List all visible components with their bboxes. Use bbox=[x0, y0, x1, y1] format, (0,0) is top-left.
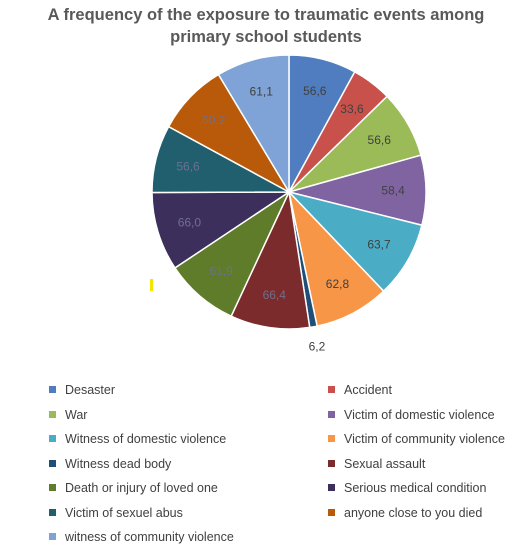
legend-label: Accident bbox=[344, 383, 392, 397]
chart-title-line-1: A frequency of the exposure to traumatic… bbox=[47, 6, 485, 24]
legend-label: Desaster bbox=[65, 383, 116, 397]
legend-item-7: Witness dead body bbox=[49, 456, 171, 472]
pie-value-label-2: 33,6 bbox=[340, 102, 364, 116]
pie-value-label-1: 56,6 bbox=[303, 84, 327, 98]
pie-value-label-8: 66,4 bbox=[263, 288, 287, 302]
pie-value-label-5: 63,7 bbox=[367, 237, 391, 251]
legend-item-6: Victim of community violence bbox=[328, 431, 505, 447]
legend-label: witness of community violence bbox=[65, 530, 234, 544]
pie-value-label-7: 6,2 bbox=[309, 339, 326, 353]
legend-swatch bbox=[49, 508, 56, 516]
legend-label: Witness of domestic violence bbox=[65, 432, 227, 446]
legend-label: War bbox=[65, 407, 88, 422]
legend-swatch bbox=[328, 386, 335, 394]
legend-item-3: War bbox=[49, 407, 87, 423]
legend-swatch bbox=[49, 484, 56, 492]
pie-value-label-10: 66,0 bbox=[178, 215, 202, 229]
legend-item-1: Desaster bbox=[49, 382, 115, 398]
legend-item-8: Sexual assault bbox=[328, 456, 425, 472]
legend-item-2: Accident bbox=[328, 382, 392, 398]
legend-label: Victim of sexuel abus bbox=[65, 505, 183, 520]
legend-swatch bbox=[49, 386, 56, 394]
chart-title-line-2: primary school students bbox=[170, 28, 362, 46]
legend-swatch bbox=[328, 435, 335, 443]
pie-value-label-11: 56,6 bbox=[176, 160, 200, 174]
legend-item-4: Victim of domestic violence bbox=[328, 407, 495, 423]
legend-label: Victim of community violence bbox=[344, 432, 505, 446]
highlight-marker bbox=[150, 279, 153, 291]
legend-item-13: witness of community violence bbox=[49, 529, 234, 545]
chart-title: A frequency of the exposure to traumatic… bbox=[0, 4, 532, 48]
legend-swatch bbox=[328, 508, 335, 516]
pie-value-label-13: 61,1 bbox=[250, 85, 274, 99]
pie-value-label-4: 58,4 bbox=[381, 184, 405, 198]
legend-swatch bbox=[328, 484, 335, 492]
legend-swatch bbox=[328, 410, 335, 418]
pie-value-label-3: 56,6 bbox=[368, 133, 392, 147]
pie-value-label-12: 60,2 bbox=[202, 113, 226, 127]
legend-swatch bbox=[49, 459, 56, 467]
legend-swatch bbox=[49, 435, 56, 443]
pie-value-label-6: 62,8 bbox=[326, 277, 350, 291]
legend-swatch bbox=[49, 533, 56, 541]
pie-value-label-9: 61,9 bbox=[209, 264, 233, 278]
legend-item-11: Victim of sexuel abus bbox=[49, 505, 183, 521]
legend-swatch bbox=[328, 459, 335, 467]
legend-label: Sexual assault bbox=[344, 456, 426, 471]
legend-label: anyone close to you died bbox=[344, 505, 483, 520]
legend-item-10: Serious medical condition bbox=[328, 480, 486, 496]
legend-label: Serious medical condition bbox=[344, 481, 487, 495]
legend-item-9: Death or injury of loved one bbox=[49, 480, 218, 496]
legend-item-12: anyone close to you died bbox=[328, 505, 482, 521]
legend-label: Witness dead body bbox=[65, 456, 172, 471]
legend-label: Victim of domestic violence bbox=[344, 407, 495, 422]
legend-label: Death or injury of loved one bbox=[65, 481, 218, 495]
pie-slice-8 bbox=[230, 189, 311, 330]
pie-slice-10 bbox=[151, 191, 292, 269]
pie-slice-13 bbox=[217, 54, 290, 195]
legend-item-5: Witness of domestic violence bbox=[49, 431, 226, 447]
legend-swatch bbox=[49, 410, 56, 418]
